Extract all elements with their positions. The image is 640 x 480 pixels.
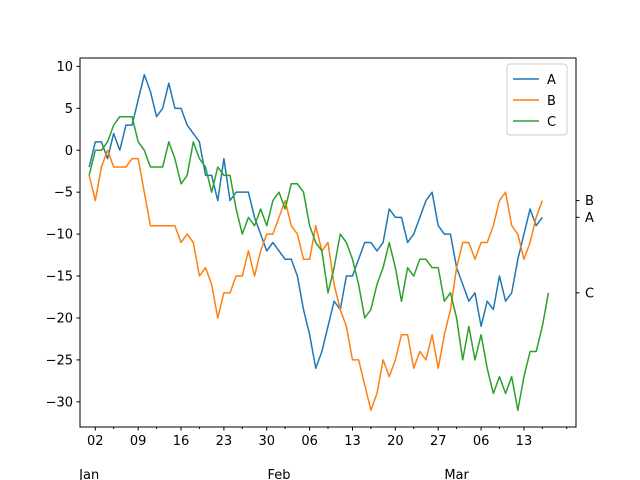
series-line-b	[88, 149, 544, 411]
x-tick-label: 13	[344, 434, 361, 449]
x-tick-label: 30	[258, 434, 275, 449]
y-tick-label: −30	[46, 395, 73, 410]
x-tick-label: 27	[430, 434, 447, 449]
y-tick-label: −20	[46, 311, 73, 326]
y-tick-label: −5	[54, 186, 73, 201]
y-tick-label: 10	[56, 60, 73, 75]
x-tick-label: 23	[216, 434, 233, 449]
axes	[76, 57, 580, 431]
x-tick-label: 16	[173, 434, 190, 449]
y-tick-label: −10	[46, 228, 73, 243]
y-tick-label: −25	[46, 353, 73, 368]
x-month-label: Mar	[444, 468, 469, 480]
legend-label-b: B	[547, 94, 556, 109]
x-tick-label: 02	[87, 434, 104, 449]
x-tick-label: 20	[387, 434, 404, 449]
end-label-a: A	[585, 211, 594, 226]
y-tick-label: 0	[65, 144, 73, 159]
series-lines	[88, 74, 550, 411]
x-tick-label: 06	[301, 434, 318, 449]
y-tick-label: −15	[46, 270, 73, 285]
series-line-a	[88, 74, 543, 370]
end-label-c: C	[585, 286, 594, 301]
end-label-b: B	[585, 194, 594, 209]
x-tick-label: 06	[473, 434, 490, 449]
legend-label-a: A	[547, 73, 556, 88]
series-line-c	[88, 115, 550, 411]
tick-labels: 10 5 0 −5 −10 −15 −20 −25 −30 02 09 16 23 30 06 13 20 27 0…	[46, 60, 595, 480]
x-month-label: Feb	[267, 468, 290, 480]
x-tick-label: 13	[516, 434, 533, 449]
x-month-label: Jan	[78, 468, 99, 480]
y-tick-label: 5	[65, 102, 73, 117]
x-tick-label: 09	[130, 434, 147, 449]
legend: ABC	[506, 63, 568, 136]
legend-label-c: C	[547, 115, 556, 130]
